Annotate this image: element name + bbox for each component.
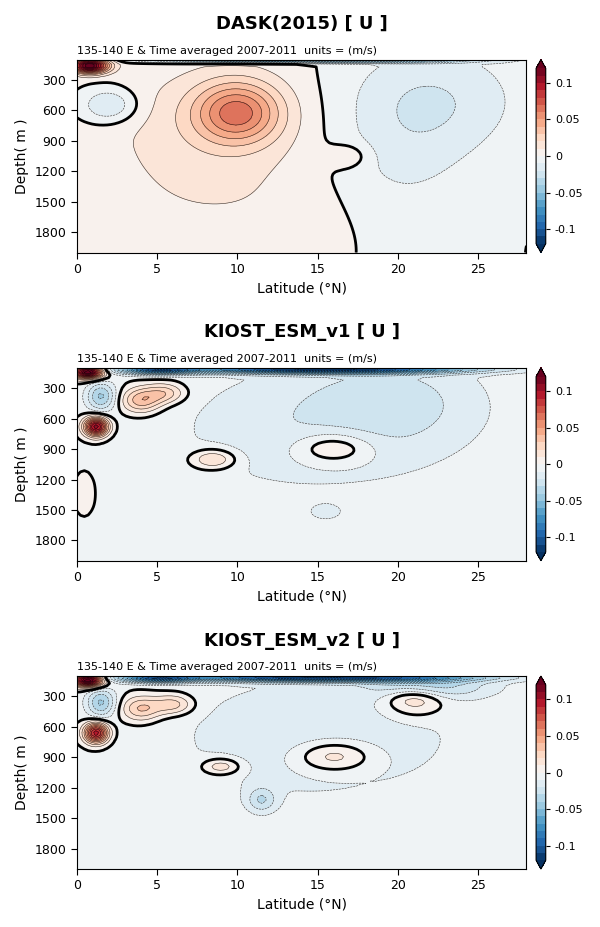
X-axis label: Latitude (°N): Latitude (°N)	[257, 282, 347, 296]
PathPatch shape	[536, 676, 546, 685]
Title: KIOST_ESM_v1 [ U ]: KIOST_ESM_v1 [ U ]	[203, 324, 400, 341]
X-axis label: Latitude (°N): Latitude (°N)	[257, 590, 347, 603]
Title: DASK(2015) [ U ]: DASK(2015) [ U ]	[216, 15, 388, 33]
X-axis label: Latitude (°N): Latitude (°N)	[257, 898, 347, 912]
PathPatch shape	[536, 552, 546, 561]
PathPatch shape	[536, 244, 546, 252]
Y-axis label: Depth( m ): Depth( m )	[15, 735, 29, 810]
PathPatch shape	[536, 368, 546, 376]
PathPatch shape	[536, 860, 546, 869]
Text: 135-140 E & Time averaged 2007-2011  units = (m/s): 135-140 E & Time averaged 2007-2011 unit…	[77, 662, 377, 672]
Text: 135-140 E & Time averaged 2007-2011  units = (m/s): 135-140 E & Time averaged 2007-2011 unit…	[77, 45, 377, 56]
Text: 135-140 E & Time averaged 2007-2011  units = (m/s): 135-140 E & Time averaged 2007-2011 unit…	[77, 354, 377, 364]
Y-axis label: Depth( m ): Depth( m )	[15, 119, 29, 194]
PathPatch shape	[536, 59, 546, 69]
Title: KIOST_ESM_v2 [ U ]: KIOST_ESM_v2 [ U ]	[203, 631, 400, 650]
Y-axis label: Depth( m ): Depth( m )	[15, 426, 29, 502]
